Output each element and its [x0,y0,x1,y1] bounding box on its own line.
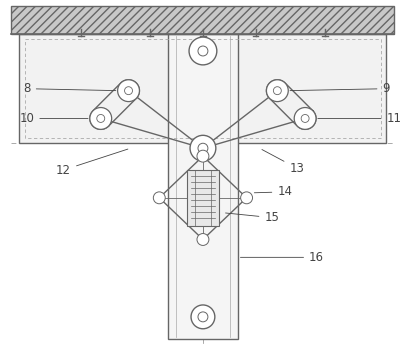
Text: 16: 16 [240,251,323,264]
Circle shape [198,312,207,322]
Circle shape [198,143,207,153]
Circle shape [189,37,216,65]
Circle shape [90,107,111,130]
Circle shape [190,135,215,161]
Text: 9: 9 [289,82,389,95]
Text: 14: 14 [254,186,292,198]
Text: 10: 10 [19,112,88,125]
Text: 11: 11 [317,112,401,125]
Bar [11,6,393,34]
Bar [168,34,237,339]
Bar [19,34,386,143]
Text: 13: 13 [261,149,303,175]
Circle shape [124,87,132,94]
Bar [25,39,379,138]
Circle shape [266,80,288,101]
Circle shape [273,87,281,94]
Circle shape [191,305,214,329]
Circle shape [196,150,209,162]
Text: 8: 8 [23,82,115,95]
Circle shape [240,192,252,204]
Circle shape [294,107,315,130]
Circle shape [301,114,308,122]
Circle shape [96,114,104,122]
Circle shape [153,192,165,204]
Text: 12: 12 [56,149,128,176]
Circle shape [196,233,209,245]
Bar [187,170,218,226]
Circle shape [198,46,207,56]
Text: 15: 15 [225,211,279,224]
Circle shape [117,80,139,101]
